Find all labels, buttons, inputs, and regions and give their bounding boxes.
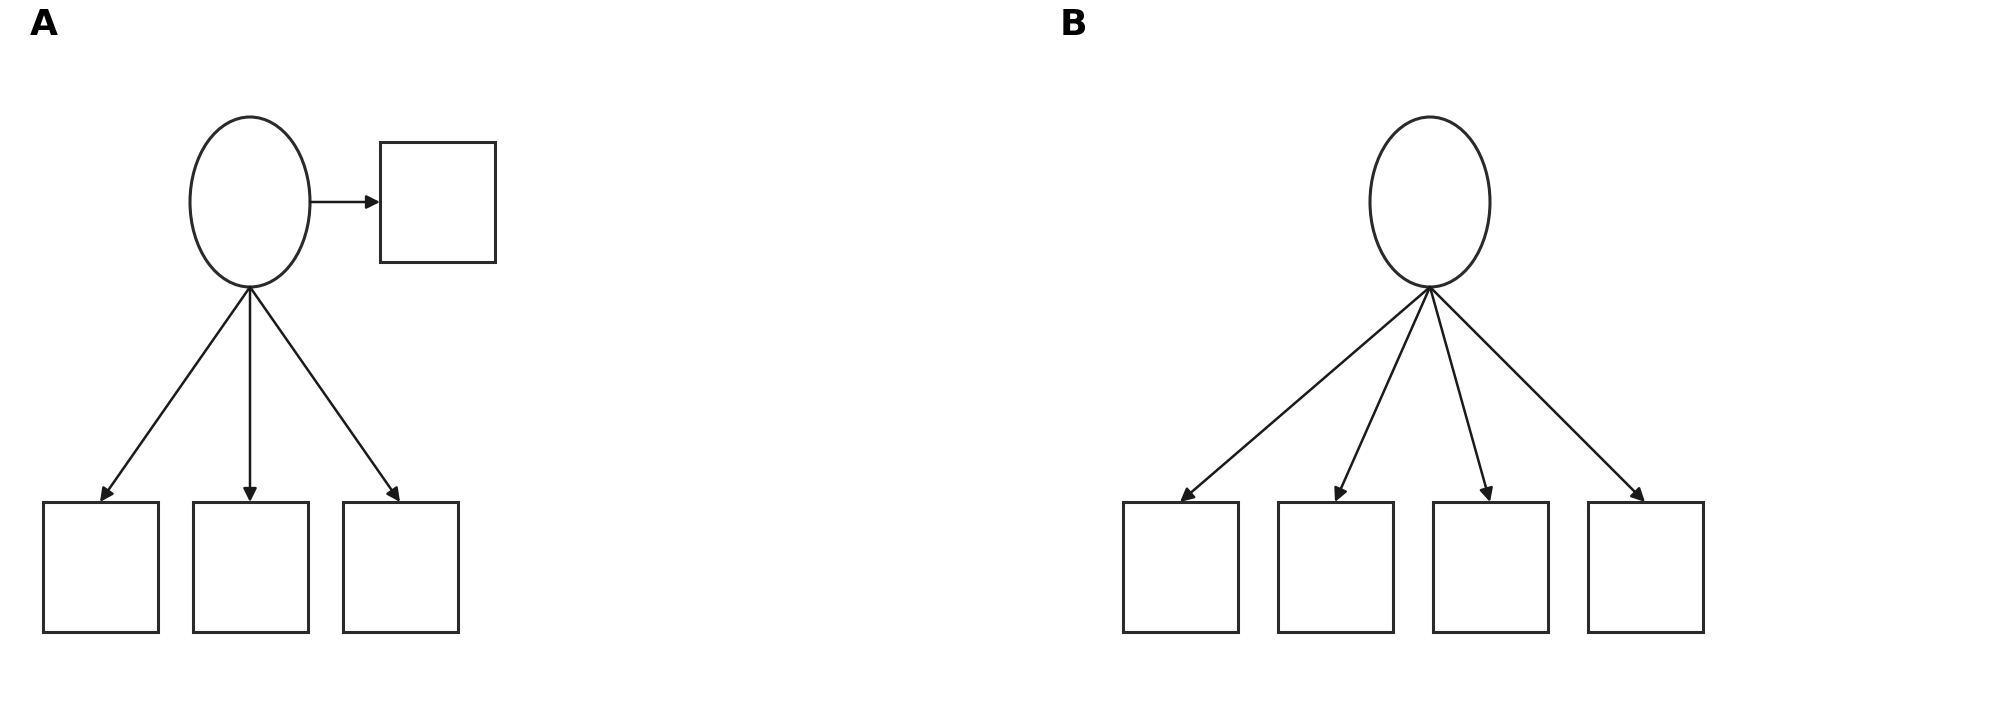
Bar: [42, 502, 158, 632]
Text: B: B: [1060, 8, 1088, 42]
Bar: [380, 142, 496, 262]
Text: A: A: [30, 8, 58, 42]
Bar: [1122, 502, 1238, 632]
Bar: [192, 502, 308, 632]
Bar: [1278, 502, 1392, 632]
Bar: [1432, 502, 1548, 632]
Bar: [342, 502, 458, 632]
Bar: [1588, 502, 1702, 632]
